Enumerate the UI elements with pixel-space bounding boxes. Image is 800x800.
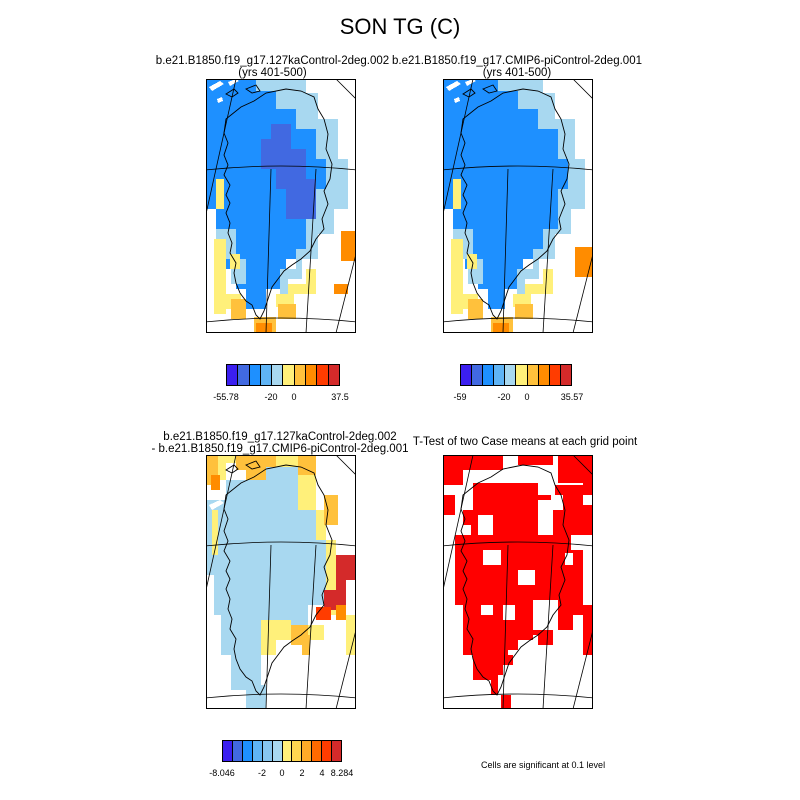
field-cells <box>206 79 356 333</box>
coastline <box>460 84 570 320</box>
coastline <box>460 464 570 696</box>
panel-2-title: b.e21.B1850.f19_g17.CMIP6-piControl-2deg… <box>392 55 642 79</box>
colorbar-swatch <box>312 741 323 761</box>
colorbar-swatch <box>328 365 339 385</box>
colorbar-swatch <box>317 365 329 385</box>
colorbar-swatch <box>282 741 293 761</box>
colorbar-3-label: 2 <box>299 768 305 778</box>
colorbar-swatch <box>260 365 273 385</box>
difference-map <box>206 455 356 709</box>
colorbar-swatch <box>242 741 253 761</box>
colorbar-swatch <box>249 365 261 385</box>
colorbar-swatch <box>283 365 295 385</box>
colorbar-1-label: 0 <box>291 392 297 402</box>
map-panel-3 <box>206 455 356 709</box>
panel-3-title: b.e21.B1850.f19_g17.127kaControl-2deg.00… <box>150 431 410 455</box>
colorbar-swatch <box>461 365 473 385</box>
colorbar-swatch <box>549 365 561 385</box>
map-panel-2 <box>443 79 593 333</box>
colorbar-3-label: 0 <box>279 768 285 778</box>
colorbar-2-label: -20 <box>497 392 511 402</box>
colorbar-1-label: -55.78 <box>213 392 239 402</box>
panel-4-title: T-Test of two Case means at each grid po… <box>405 436 645 448</box>
colorbar-swatch <box>302 741 313 761</box>
coastline <box>223 460 333 696</box>
map-panel-4 <box>443 455 593 709</box>
significance-note: Cells are significant at 0.1 level <box>481 760 606 770</box>
colorbar-swatch <box>238 365 250 385</box>
colorbar-3-label: 4 <box>319 768 325 778</box>
map-grid-lines <box>206 79 356 333</box>
panel-2-title-line2: (yrs 401-500) <box>482 67 552 79</box>
colorbar-swatch <box>494 365 506 385</box>
colorbar-swatch <box>505 365 517 385</box>
colorbar-3-label: -2 <box>257 768 267 778</box>
colorbar-swatch <box>292 741 303 761</box>
field-cells <box>206 455 356 709</box>
colorbar-swatch <box>538 365 550 385</box>
colorbar-swatch <box>516 365 528 385</box>
colorbar-3 <box>222 740 342 762</box>
colorbar-swatch <box>223 741 233 761</box>
panel-1-title-line1: b.e21.B1850.f19_g17.127kaControl-2deg.00… <box>155 55 390 67</box>
map-grid-lines <box>443 79 593 333</box>
colorbar-swatch <box>227 365 239 385</box>
colorbar-swatch <box>272 365 284 385</box>
temperature-map-2 <box>443 79 593 333</box>
temperature-map-1 <box>206 79 356 333</box>
panel-1-title: b.e21.B1850.f19_g17.127kaControl-2deg.00… <box>150 55 395 79</box>
significance-map <box>443 455 593 709</box>
panel-4-title-line1: T-Test of two Case means at each grid po… <box>412 436 638 448</box>
map-grid-lines <box>206 455 356 709</box>
panel-3-title-line1: b.e21.B1850.f19_g17.127kaControl-2deg.00… <box>163 431 397 443</box>
panel-3-title-line2: - b.e21.B1850.f19_g17.CMIP6-piControl-2d… <box>151 443 409 455</box>
colorbar-swatch <box>560 365 571 385</box>
colorbar-1-label: -20 <box>264 392 278 402</box>
colorbar-swatch <box>483 365 495 385</box>
significant-cells <box>443 455 593 709</box>
colorbar-2-label: 35.57 <box>560 392 584 402</box>
colorbar-swatch <box>306 365 318 385</box>
coastline <box>223 84 333 320</box>
colorbar-swatch <box>322 741 333 761</box>
panel-1-title-line2: (yrs 401-500) <box>238 67 307 79</box>
colorbar-swatch <box>527 365 539 385</box>
insignificant-gaps <box>461 495 573 630</box>
colorbar-3-label: -8.046 <box>209 768 235 778</box>
colorbar-2-label: -59 <box>453 392 467 402</box>
map-panel-1 <box>206 79 356 333</box>
colorbar-swatch <box>272 741 283 761</box>
colorbar-1-label: 37.5 <box>331 392 349 402</box>
colorbar-swatch <box>472 365 484 385</box>
colorbar-swatch <box>252 741 263 761</box>
colorbar-swatch <box>294 365 307 385</box>
panel-2-title-line1: b.e21.B1850.f19_g17.CMIP6-piControl-2deg… <box>392 55 642 67</box>
colorbar-swatch <box>332 741 342 761</box>
colorbar-1 <box>226 364 340 386</box>
colorbar-swatch <box>262 741 273 761</box>
page-title: SON TG (C) <box>339 14 461 39</box>
colorbar-2-label: 0 <box>524 392 530 402</box>
colorbar-3-label: 8.284 <box>330 768 354 778</box>
map-grid-lines <box>443 455 593 709</box>
colorbar-swatch <box>232 741 243 761</box>
colorbar-2 <box>460 364 572 386</box>
